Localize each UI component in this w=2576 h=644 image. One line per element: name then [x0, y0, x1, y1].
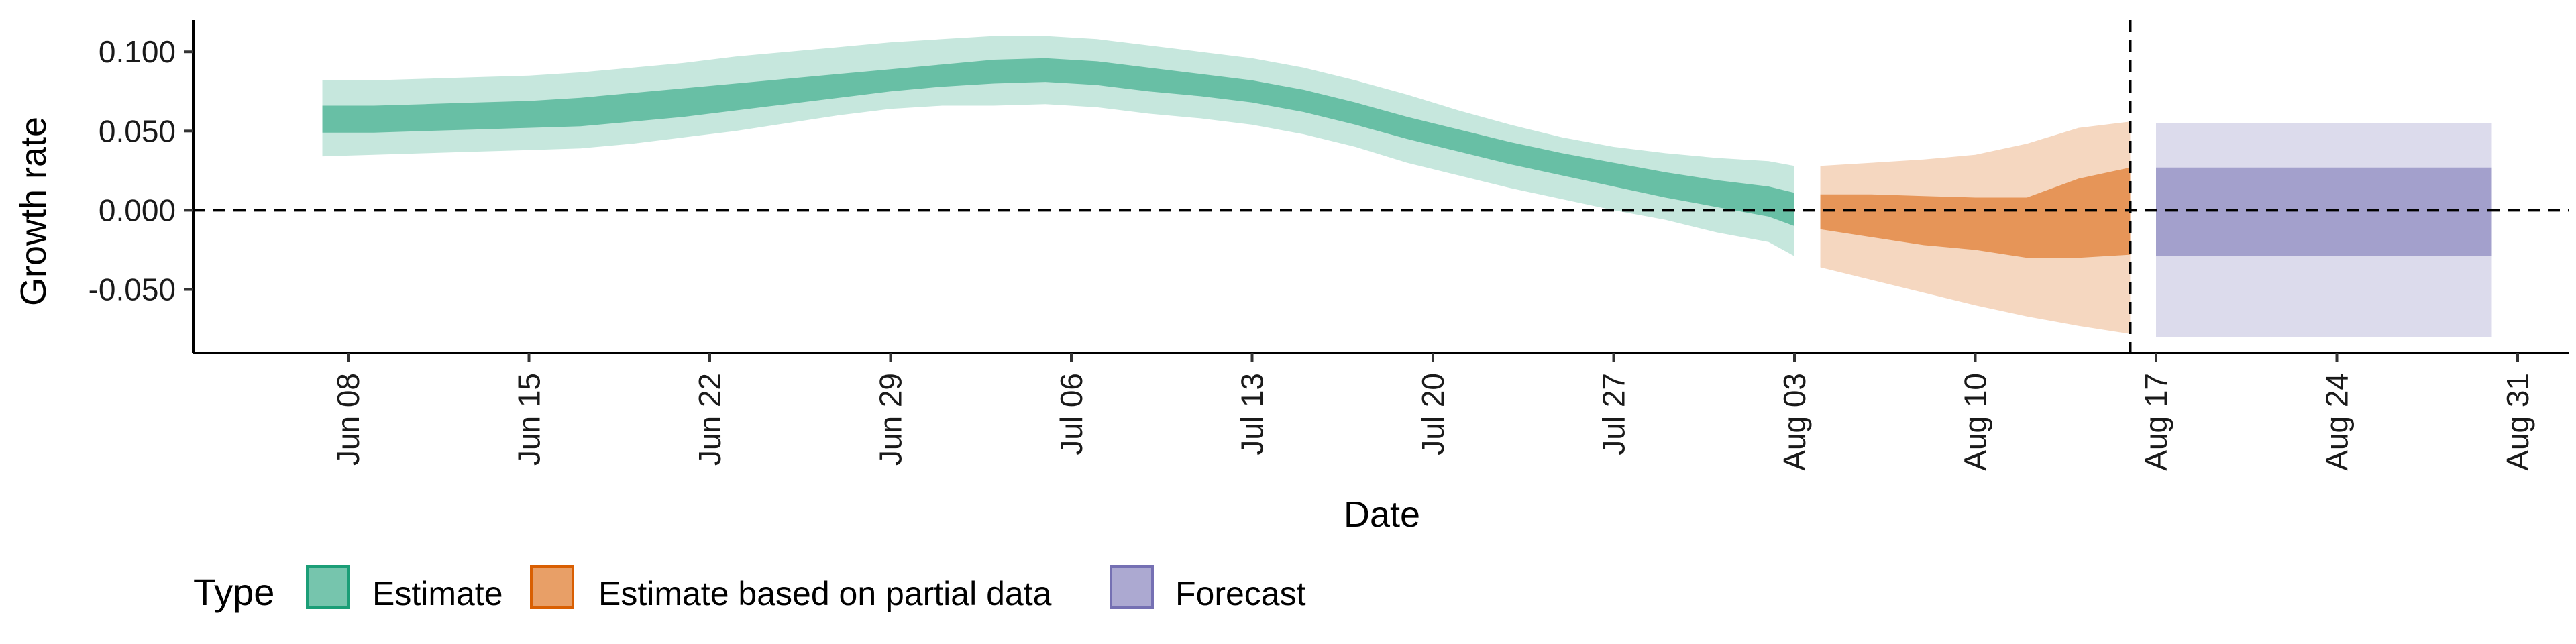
x-tick-label: Aug 24 [2320, 373, 2355, 471]
legend-label-estimate-based-on-partial-data: Estimate based on partial data [598, 575, 1052, 612]
legend-title: Type [193, 571, 274, 613]
x-tick-label: Jul 27 [1597, 373, 1631, 455]
x-tick-label: Jun 15 [512, 373, 547, 466]
legend-key-estimate [306, 565, 350, 609]
x-ticks: Jun 08 Jun 15 Jun 22 Jun 29 Jul 06 Jul 13 Jul … [331, 353, 2535, 471]
x-tick-label: Jun 08 [331, 373, 366, 466]
x-tick-label: Aug 17 [2139, 373, 2174, 471]
y-tick-label: 0.050 [99, 113, 176, 148]
x-tick-label: Aug 31 [2500, 373, 2535, 471]
x-tick-label: Jul 13 [1235, 373, 1270, 455]
legend-label-forecast: Forecast [1175, 575, 1306, 612]
y-tick-label: 0.100 [99, 34, 176, 69]
x-axis-title: Date [1344, 494, 1420, 535]
legend-label-estimate: Estimate [372, 575, 503, 612]
x-tick-label: Aug 10 [1958, 373, 1993, 471]
x-tick-label: Jun 29 [873, 373, 908, 466]
reference-lines [193, 20, 2569, 353]
y-tick-label: 0.000 [99, 193, 176, 227]
legend: Type Estimate Estimate based on partial da… [193, 565, 1306, 613]
axes [192, 20, 2569, 354]
y-ticks: 0.100 0.050 0.000 -0.050 [89, 34, 193, 307]
forecast-band-50 [2156, 167, 2492, 256]
legend-key-estimate-based-on-partial-data [530, 565, 574, 609]
y-axis-title: Growth rate [13, 117, 54, 306]
x-tick-label: Jun 22 [692, 373, 727, 466]
estimate-based-on-partial-data-band-50 [1820, 167, 2131, 258]
y-tick-label: -0.050 [89, 272, 176, 307]
x-tick-label: Jul 20 [1415, 373, 1450, 455]
x-tick-label: Aug 03 [1777, 373, 1812, 471]
legend-key-forecast [1110, 565, 1154, 609]
estimate-band-50 [322, 58, 1794, 226]
x-tick-label: Jul 06 [1054, 373, 1089, 455]
plot-bands [322, 36, 2492, 337]
